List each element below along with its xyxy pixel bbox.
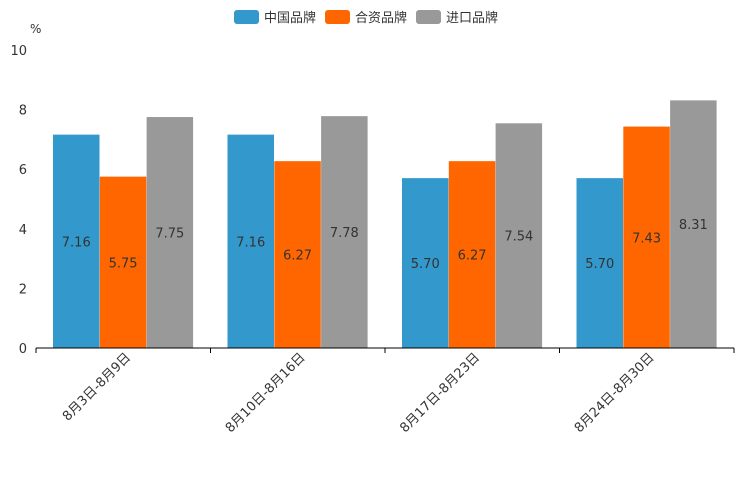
legend-swatch-imported (416, 9, 442, 24)
legend: 中国品牌 合资品牌 进口品牌 (234, 7, 507, 26)
legend-label-joint-venture: 合资品牌 (355, 11, 408, 26)
bar (623, 126, 670, 348)
bar (53, 134, 100, 348)
y-tick-label: 8 (19, 104, 27, 119)
legend-item-china[interactable]: 中国品牌 (234, 7, 316, 26)
bar-value-label: 8.31 (679, 218, 708, 233)
y-tick-label: 0 (19, 342, 27, 357)
bar (670, 100, 717, 348)
legend-label-china: 中国品牌 (264, 11, 317, 26)
y-tick-label: 10 (10, 44, 27, 59)
x-tick-label: 8月17日-8月23日 (397, 350, 483, 436)
bar-value-label: 6.27 (458, 249, 487, 264)
legend-item-imported[interactable]: 进口品牌 (416, 7, 498, 26)
bar (227, 134, 274, 348)
bar-value-label: 7.16 (62, 235, 91, 250)
bar-value-label: 7.78 (330, 226, 359, 241)
x-tick-label: 8月3日-8月9日 (60, 350, 134, 424)
bar (321, 116, 368, 348)
bar (576, 178, 623, 348)
bar (274, 161, 321, 348)
bar-value-label: 5.70 (411, 257, 440, 272)
x-tick-label: 8月10日-8月16日 (223, 350, 309, 436)
bar (448, 161, 496, 348)
bar-value-label: 5.70 (585, 257, 614, 272)
y-tick-label: 4 (19, 223, 27, 238)
bar (146, 117, 194, 348)
bar-value-label: 7.16 (236, 235, 265, 250)
bar-value-label: 7.54 (504, 230, 533, 245)
y-tick-label: 2 (19, 282, 27, 297)
legend-swatch-joint-venture (325, 9, 351, 24)
legend-label-imported: 进口品牌 (446, 11, 499, 26)
legend-item-joint-venture[interactable]: 合资品牌 (325, 7, 407, 26)
bar-value-label: 7.43 (632, 231, 661, 246)
bar-value-label: 7.75 (155, 227, 184, 242)
bar (402, 178, 449, 348)
x-tick-label: 8月24日-8月30日 (572, 350, 658, 436)
bar (495, 123, 543, 348)
y-axis-unit: % (30, 22, 42, 36)
y-tick-label: 6 (19, 163, 27, 178)
legend-swatch-china (234, 9, 259, 24)
bar-value-label: 5.75 (109, 256, 138, 271)
bar (99, 176, 147, 348)
bar-value-label: 6.27 (283, 249, 312, 264)
